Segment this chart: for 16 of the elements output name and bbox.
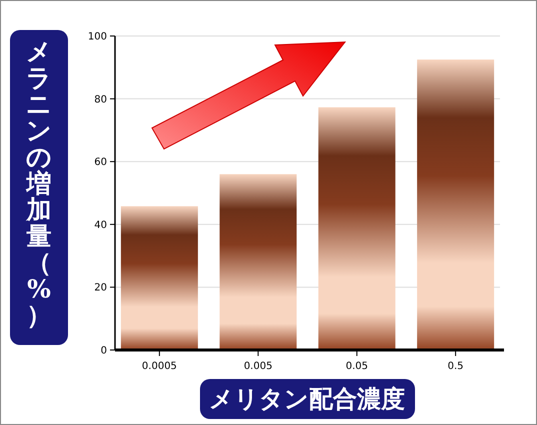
text: メラニンの増加量（%） (26, 37, 52, 330)
y-tick-label: 100 (88, 32, 107, 42)
y-tick-label: 40 (94, 220, 107, 231)
y-tick-label: 60 (94, 157, 107, 168)
bar (120, 206, 198, 350)
x-tick-label: 0.005 (244, 361, 272, 372)
y-tick-label: 80 (94, 94, 107, 106)
x-tick-label: 0.5 (448, 361, 464, 372)
y-tick-label: 20 (94, 282, 107, 294)
y-tick-label: 0 (100, 346, 107, 356)
x-axis-title: メリタン配合濃度 (209, 384, 405, 413)
x-tick-label: 0.0005 (142, 361, 177, 372)
bar (220, 174, 297, 350)
bar (318, 107, 396, 350)
bar (417, 60, 494, 350)
x-tick-label: 0.05 (346, 361, 368, 372)
